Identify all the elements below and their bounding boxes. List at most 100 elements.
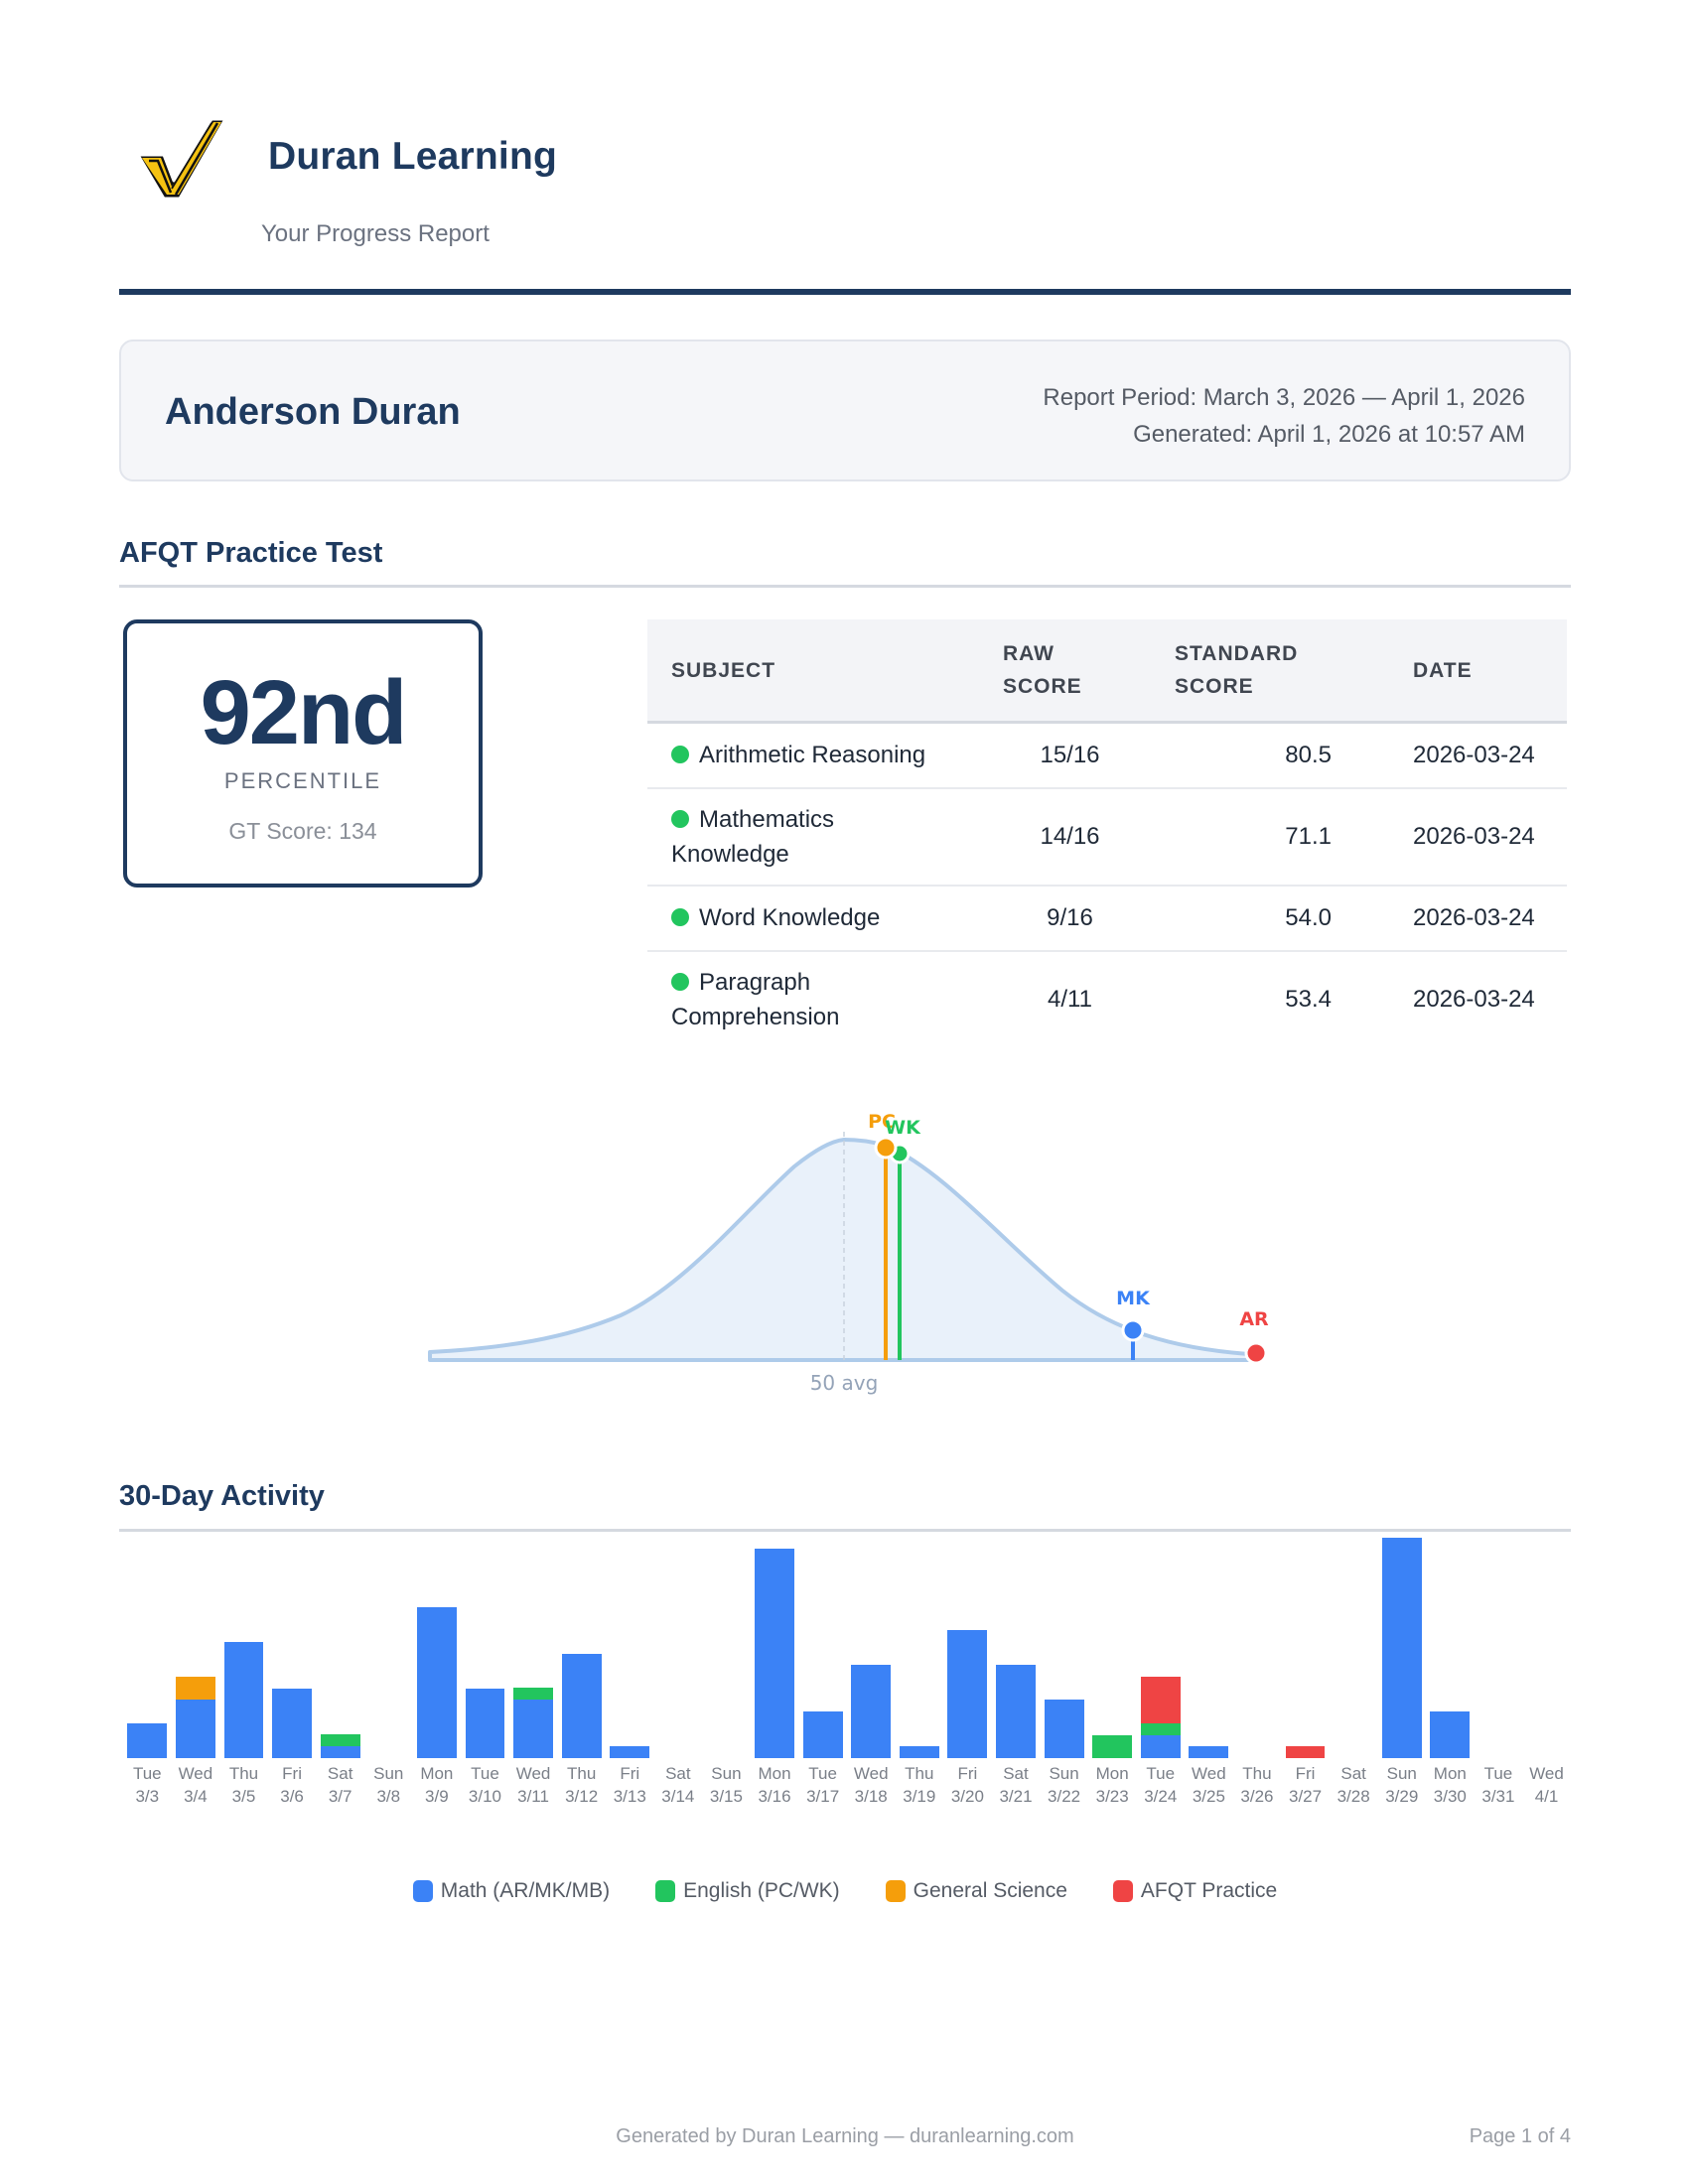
stacked-bar [1140,1677,1181,1758]
day-label: Sun 3/15 [710,1758,743,1808]
stacked-bar [513,1688,553,1758]
bar-segment [899,1746,939,1758]
bar-segment [1189,1746,1229,1758]
bar-segment [320,1746,360,1758]
stacked-bar [320,1734,360,1758]
day-date: 3/30 [1433,1787,1467,1806]
day-of-week: Fri [282,1764,302,1783]
day-label: Mon 3/16 [758,1758,790,1808]
standard-score-cell: 54.0 [1151,885,1389,952]
day-of-week: Wed [1529,1764,1564,1783]
stacked-bar [561,1654,602,1758]
day-of-week: Sat [1003,1764,1029,1783]
activity-day-column: Sun 3/8 [364,1500,413,1808]
day-of-week: Sat [665,1764,691,1783]
percentile-score-card: 92nd PERCENTILE GT Score: 134 [123,619,483,887]
activity-day-column: Fri 3/20 [943,1500,992,1808]
stacked-bar [1430,1711,1471,1758]
day-of-week: Thu [566,1764,597,1783]
bar-segment [561,1654,602,1758]
raw-score-cell: 14/16 [979,787,1151,887]
science-swatch-icon [885,1880,906,1902]
day-label: Tue 3/24 [1144,1758,1177,1808]
activity-day-column: Wed 3/18 [847,1500,896,1808]
report-meta: Report Period: March 3, 2026 — April 1, … [1043,379,1525,453]
day-of-week: Wed [515,1764,551,1783]
activity-day-column: Sun 3/15 [702,1500,751,1808]
activity-day-column: Sun 3/29 [1377,1500,1426,1808]
day-date: 3/10 [468,1787,501,1806]
day-date: 3/6 [280,1787,304,1806]
legend-label: English (PC/WK) [683,1879,840,1902]
legend-item-math: Math (AR/MK/MB) [412,1879,610,1903]
day-label: Thu 3/19 [903,1758,935,1808]
subject-name: Paragraph Comprehension [671,968,840,1030]
day-date: 3/31 [1481,1787,1515,1806]
status-dot-icon [671,972,689,991]
legend-item-general-science: General Science [885,1879,1067,1903]
math-swatch-icon [412,1880,433,1902]
day-date: 3/18 [854,1787,888,1806]
activity-day-column: Thu 3/5 [219,1500,268,1808]
day-of-week: Thu [1242,1764,1272,1783]
day-label: Thu 3/5 [229,1758,258,1808]
day-of-week: Tue [471,1764,499,1783]
bar-segment [175,1700,215,1758]
day-of-week: Tue [1483,1764,1513,1783]
day-of-week: Mon [758,1764,791,1783]
day-label: Tue 3/10 [469,1758,501,1808]
bar-segment [947,1630,988,1758]
day-of-week: Thu [905,1764,934,1783]
activity-day-column: Sat 3/14 [654,1500,703,1808]
bar-segment [320,1734,360,1746]
day-label: Fri 3/27 [1289,1758,1322,1808]
student-info-card: Anderson Duran Report Period: March 3, 2… [119,340,1571,481]
day-date: 4/1 [1534,1787,1559,1806]
activity-day-column: Fri 3/13 [606,1500,654,1808]
table-row: Mathematics Knowledge 14/16 71.1 2026-03… [647,787,1567,887]
bar-segment [1285,1746,1326,1758]
day-date: 3/29 [1385,1787,1419,1806]
day-of-week: Sun [1049,1764,1079,1783]
status-dot-icon [671,809,689,828]
subject-cell: Word Knowledge [647,885,979,952]
pc-marker-dot-icon [874,1136,898,1160]
day-label: Fri 3/6 [280,1758,304,1808]
activity-day-column: Wed 3/11 [509,1500,558,1808]
activity-day-column: Sat 3/21 [992,1500,1041,1808]
chart-legend: Math (AR/MK/MB) English (PC/WK) General … [119,1879,1571,1903]
bar-segment [513,1700,553,1758]
status-dot-icon [671,746,689,764]
subject-name: Arithmetic Reasoning [699,742,926,769]
raw-score-cell: 4/11 [1048,986,1092,1013]
day-of-week: Wed [853,1764,889,1783]
bar-segment [851,1665,892,1758]
stacked-bar [223,1642,264,1758]
bar-segment [416,1607,457,1758]
table-row: Paragraph Comprehension 4/11 53.4 2026-0… [647,951,1567,1047]
day-date: 3/12 [565,1787,599,1806]
day-date: 3/14 [661,1787,695,1806]
standard-score-header-text: STANDARD SCORE [1175,642,1299,698]
activity-day-column: Mon 3/16 [751,1500,799,1808]
bar-segment [1140,1735,1181,1758]
day-of-week: Tue [1146,1764,1176,1783]
stacked-bar [175,1677,215,1758]
average-label: 50 avg [810,1371,879,1395]
day-label: Fri 3/13 [614,1758,646,1808]
stacked-bar [851,1665,892,1758]
day-label: Sat 3/14 [661,1758,694,1808]
legend-label: General Science [913,1879,1067,1902]
day-label: Sat 3/7 [328,1758,353,1808]
day-date: 3/8 [376,1787,401,1806]
date-cell: 2026-03-24 [1389,787,1567,887]
day-date: 3/23 [1095,1787,1129,1806]
activity-day-column: Thu 3/19 [896,1500,944,1808]
activity-day-column: Tue 3/17 [798,1500,847,1808]
day-date: 3/25 [1192,1787,1225,1806]
standard-score-cell: 71.1 [1151,787,1389,887]
day-of-week: Mon [420,1764,454,1783]
percentile-label: PERCENTILE [223,768,382,793]
header-divider [119,289,1571,295]
day-date: 3/5 [231,1787,256,1806]
